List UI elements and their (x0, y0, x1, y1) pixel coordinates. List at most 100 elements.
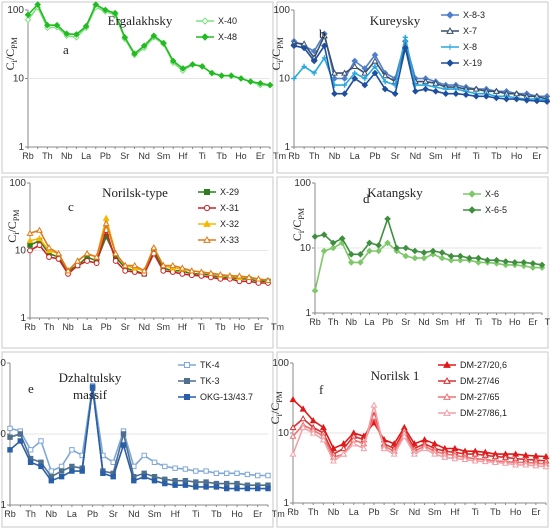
data-point (27, 242, 33, 248)
data-point (63, 30, 71, 38)
data-point (247, 78, 254, 85)
y-tick-label: 100 (272, 358, 289, 369)
data-point (34, 1, 42, 8)
data-point (169, 261, 177, 269)
data-point (46, 254, 52, 260)
legend-marker (468, 206, 476, 214)
data-point (82, 22, 90, 30)
data-point (7, 425, 13, 432)
legend-marker (443, 376, 451, 384)
data-point (321, 55, 328, 61)
x-tick-label: Tb (211, 509, 222, 519)
data-point (461, 455, 469, 462)
data-point (141, 473, 147, 480)
x-tick-label: Rb (22, 151, 34, 161)
data-point (360, 444, 368, 452)
y-tick-label: 100 (0, 358, 6, 369)
y-tick-label: 10 (13, 74, 25, 85)
data-point (74, 257, 82, 264)
data-point (45, 244, 53, 251)
data-point (484, 256, 491, 264)
data-point (150, 244, 158, 251)
x-tick-label: Tm (545, 317, 550, 327)
data-point (36, 234, 43, 242)
panel-c: 1 10 100 Ci/CPM Rb Th Nb La Pb Sr Nd Sm Hf Ti Tb Ho Er Tm… (1, 176, 284, 349)
data-point (512, 461, 520, 468)
x-tick-label: Hf (450, 507, 459, 517)
data-point (319, 436, 327, 443)
data-point (150, 32, 158, 40)
data-point (151, 477, 158, 484)
x-tick-label: Pb (100, 151, 111, 161)
data-point (178, 264, 186, 271)
data-point (412, 87, 419, 95)
data-point (172, 482, 178, 488)
data-point (83, 249, 91, 257)
x-tick-label: Pb (87, 509, 98, 519)
y-axis-label-part: PM (275, 391, 284, 403)
panel-letter: c (68, 199, 74, 214)
data-point (522, 461, 530, 468)
panel-d: 1 10 100 Ci/CPM Rb Th Nb La Pb Sr Nd Sm Hf Ti Tb Ho Er Tm… (276, 176, 550, 349)
data-point (472, 92, 480, 100)
y-axis-label-part: C (268, 416, 282, 424)
data-point (151, 459, 158, 466)
y-axis-label-part: PM (0, 392, 1, 404)
y-axis-label-part: PM (12, 210, 21, 222)
data-point (309, 417, 317, 424)
x-tick-label: Hf (171, 509, 180, 519)
data-point (131, 261, 139, 269)
data-point (422, 85, 429, 93)
y-axis-label: Ci/CPM (269, 37, 285, 70)
legend-label: X-29 (220, 187, 239, 197)
data-point (532, 462, 540, 469)
data-point (289, 432, 297, 439)
x-tick-label: Ho (234, 322, 246, 332)
data-point (110, 473, 116, 480)
x-tick-label: Er (254, 322, 263, 332)
data-point (234, 480, 240, 487)
data-point (493, 94, 500, 102)
data-point (160, 39, 167, 47)
data-point (203, 479, 209, 485)
x-tick-label: Ti (473, 151, 480, 161)
y-axis-label-part: i (297, 230, 306, 233)
data-point (341, 69, 349, 76)
data-point (140, 42, 148, 50)
data-point (53, 21, 61, 29)
data-point (502, 261, 510, 269)
data-point (24, 16, 32, 24)
y-tick-label: 10 (15, 246, 27, 257)
data-point (361, 81, 369, 89)
x-tick-label: Tm (271, 322, 284, 332)
data-point (411, 247, 419, 255)
data-point (520, 259, 528, 266)
x-tick-label: La (364, 317, 374, 327)
data-point (27, 459, 34, 466)
data-point (111, 9, 119, 17)
data-point (265, 485, 271, 492)
x-tick-label: Sr (121, 322, 130, 332)
data-point (391, 90, 399, 98)
data-point (370, 413, 378, 420)
data-point (162, 480, 168, 487)
data-point (371, 69, 379, 77)
data-point (321, 42, 328, 50)
x-tick-label: Rb (24, 322, 36, 332)
x-tick-label: Sr (391, 151, 400, 161)
data-point (254, 485, 261, 492)
data-point (390, 450, 398, 457)
data-point (266, 81, 274, 89)
x-tick-label: Nb (328, 507, 340, 517)
data-point (26, 236, 34, 244)
data-point (36, 226, 43, 233)
data-point (432, 87, 440, 95)
panel-title: Kureysky (370, 13, 421, 28)
panel-letter: e (28, 381, 34, 396)
x-tick-label: Ho (235, 151, 247, 161)
x-tick-label: Sr (390, 507, 399, 517)
data-point (311, 233, 319, 240)
y-tick-label: 1 (284, 142, 290, 153)
data-point (120, 431, 127, 437)
data-point (121, 261, 129, 269)
